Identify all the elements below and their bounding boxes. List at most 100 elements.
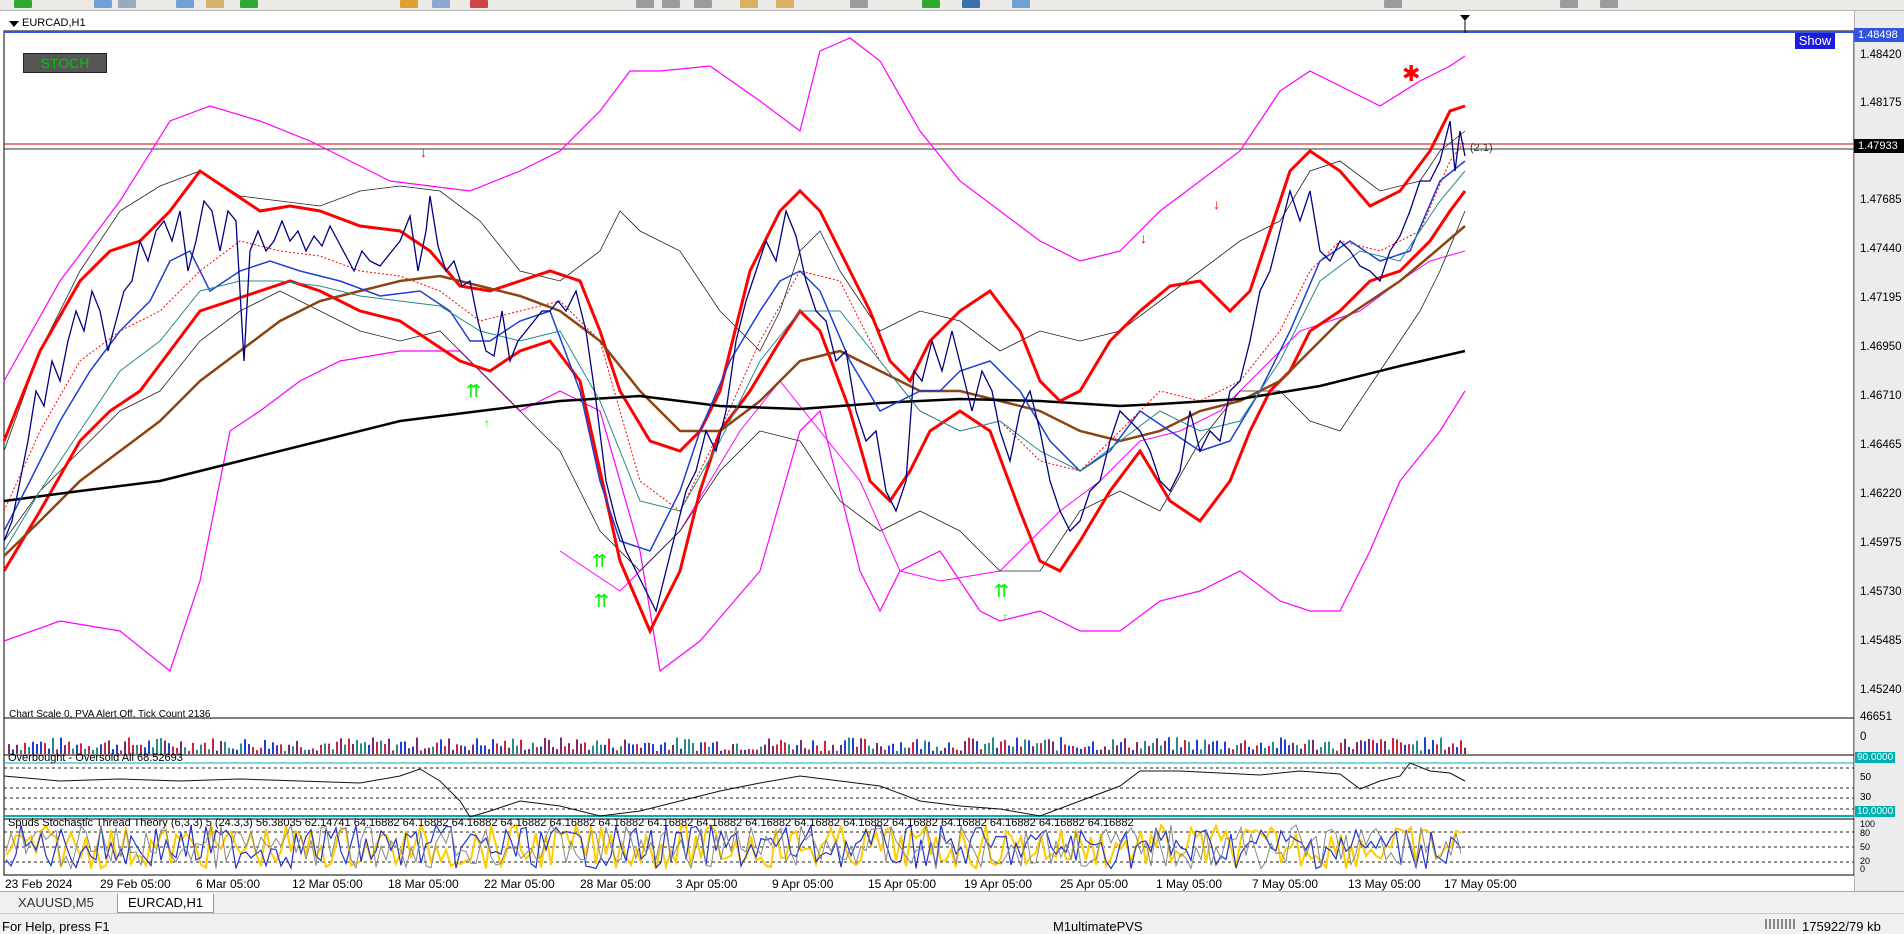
volume-bar: [1100, 749, 1102, 754]
volume-bar: [1188, 741, 1190, 754]
price-tick: 1.45730: [1860, 586, 1902, 598]
volume-bar: [1196, 739, 1198, 754]
toolbar-plus-icon[interactable]: [922, 0, 940, 8]
toolbar-new-order-icon[interactable]: [14, 0, 32, 8]
show-button[interactable]: Show: [1795, 33, 1835, 49]
toolbar-indicator-icon[interactable]: [470, 0, 488, 8]
toolbar-zoom-icon[interactable]: [94, 0, 112, 8]
toolbar-add-icon[interactable]: [240, 0, 258, 8]
status-profile[interactable]: M1ultimatePVS: [1053, 919, 1143, 934]
blue-moving-average: [3, 160, 1466, 552]
volume-bar: [904, 747, 906, 754]
volume-bar: [268, 748, 270, 754]
volume-bar: [184, 747, 186, 754]
toolbar-zoom-out-icon[interactable]: [776, 0, 794, 8]
volume-bar: [200, 744, 202, 754]
volume-bar: [348, 738, 350, 754]
toolbar-search-icon[interactable]: [206, 0, 224, 8]
volume-bar: [1020, 746, 1022, 754]
toolbar-draw-icon[interactable]: [1560, 0, 1578, 8]
volume-panel-label: Chart Scale 0, PVA Alert Off, Tick Count…: [9, 709, 211, 720]
volume-bar: [1364, 741, 1366, 754]
price-chart[interactable]: ↓ ↓ ↓ ✱ ⇈ ↑ ⇈ ⇈ ⇈ ↑ (2.1): [0, 11, 1854, 891]
volume-bar: [1048, 739, 1050, 754]
volume-bar: [84, 748, 86, 754]
price-tick: 1.46465: [1860, 439, 1902, 451]
volume-bar: [240, 743, 242, 754]
main-plot-frame: [3, 30, 1854, 719]
volume-bar: [692, 743, 694, 754]
toolbar-bar-chart-icon[interactable]: [636, 0, 654, 8]
tab-eurcad[interactable]: EURCAD,H1: [117, 894, 215, 913]
volume-bar: [996, 747, 998, 754]
time-label: 13 May 05:00: [1348, 877, 1421, 891]
toolbar-autoscroll-icon[interactable]: [850, 0, 868, 8]
volume-bar: [1292, 742, 1294, 754]
volume-bar: [1316, 749, 1318, 754]
brown-moving-average: [3, 225, 1466, 557]
volume-bar: [1060, 737, 1062, 754]
toolbar-line-chart-icon[interactable]: [694, 0, 712, 8]
volume-bar: [688, 739, 690, 754]
toolbar-window-icon[interactable]: [176, 0, 194, 8]
stochastic-thread: [5, 823, 1462, 870]
volume-bar: [720, 750, 722, 754]
volume-bar: [708, 746, 710, 754]
volume-bar: [532, 742, 534, 754]
volume-bar: [1444, 749, 1446, 754]
chart-tabs: XAUUSD,M5 EURCAD,H1: [0, 891, 1904, 914]
volume-bar: [1016, 737, 1018, 754]
signal-cluster-up-icon: ⇈: [466, 381, 481, 401]
volume-bar: [972, 738, 974, 754]
volume-bar: [1260, 742, 1262, 754]
volume-bar: [660, 744, 662, 754]
stoch-toggle-button[interactable]: STOCH: [23, 53, 107, 73]
volume-bar: [344, 744, 346, 754]
volume-bar: [552, 747, 554, 754]
toolbar-text-icon[interactable]: [1600, 0, 1618, 8]
volume-bar: [1248, 746, 1250, 754]
chart-title-bar[interactable]: EURCAD,H1: [0, 11, 1860, 33]
toolbar-grid-icon[interactable]: [432, 0, 450, 8]
volume-bar: [1288, 745, 1290, 754]
top-price-badge: 1.48498: [1854, 28, 1904, 42]
toolbar-cursor-icon[interactable]: [1384, 0, 1402, 8]
volume-bar: [1456, 747, 1458, 754]
volume-bar: [872, 748, 874, 754]
volume-bar: [1256, 745, 1258, 754]
volume-bar: [1460, 740, 1462, 754]
volume-bar: [440, 739, 442, 754]
volume-bar: [580, 743, 582, 754]
volume-bar: [1276, 747, 1278, 754]
volume-bar: [492, 739, 494, 754]
volume-bar: [676, 737, 678, 754]
volume-bar: [592, 745, 594, 754]
volume-bar: [1152, 742, 1154, 754]
toolbar-candle-icon[interactable]: [662, 0, 680, 8]
toolbar-folder-icon[interactable]: [400, 0, 418, 8]
current-price-badge: 1.47933: [1854, 139, 1904, 153]
volume-bar: [1396, 739, 1398, 754]
volume-bar: [736, 743, 738, 754]
volume-bar: [828, 750, 830, 754]
volume-bar: [952, 747, 954, 754]
toolbar-clock-icon[interactable]: [962, 0, 980, 8]
chart-menu-arrow-icon[interactable]: [9, 21, 19, 27]
tab-xauusd[interactable]: XAUUSD,M5: [18, 895, 94, 910]
volume-bar: [960, 750, 962, 754]
oscillator-scale-50: 50: [1860, 772, 1872, 783]
volume-bar: [1200, 749, 1202, 754]
volume-bar: [924, 740, 926, 754]
volume-bar: [748, 748, 750, 754]
toolbar-template-icon[interactable]: [1012, 0, 1030, 8]
volume-bar: [412, 746, 414, 754]
toolbar-chart-icon[interactable]: [118, 0, 136, 8]
toolbar-zoom-in-icon[interactable]: [740, 0, 758, 8]
price-scale-area[interactable]: [1854, 11, 1904, 891]
volume-bar: [168, 743, 170, 754]
time-label: 6 Mar 05:00: [196, 877, 261, 891]
volume-bar: [768, 738, 770, 754]
volume-bar: [124, 741, 126, 754]
volume-bar: [724, 749, 726, 754]
signal-cluster-up-icon: ⇈: [994, 581, 1009, 601]
